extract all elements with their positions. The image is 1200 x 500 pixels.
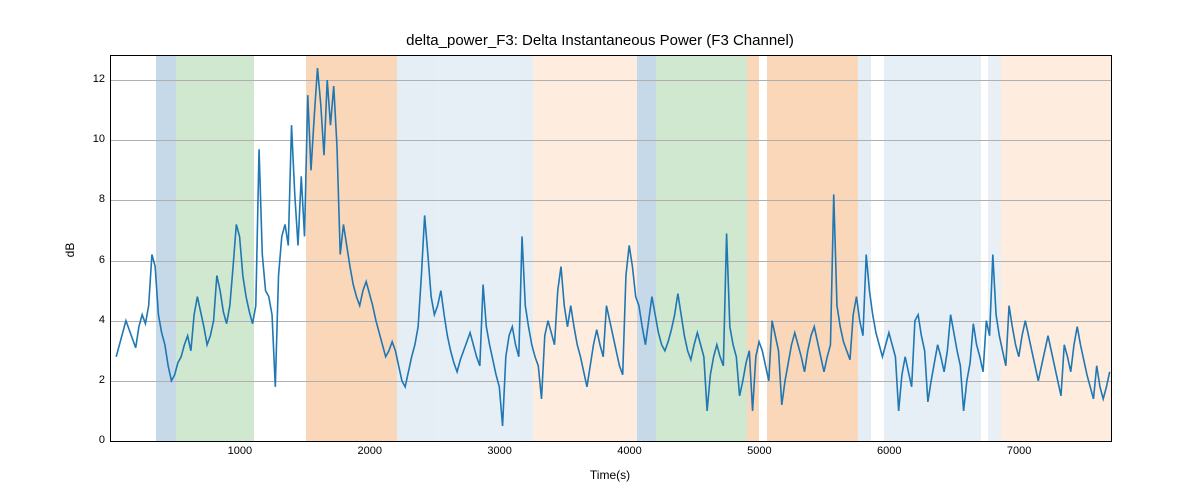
chart-plot-area: [110, 55, 1112, 442]
x-tick-label: 4000: [617, 445, 641, 457]
x-tick-label: 2000: [357, 445, 381, 457]
y-tick-label: 8: [99, 193, 105, 205]
y-tick-label: 0: [99, 434, 105, 446]
y-axis-label: dB: [63, 243, 77, 258]
x-tick-label: 5000: [747, 445, 771, 457]
power-line: [116, 68, 1110, 426]
y-tick-label: 2: [99, 374, 105, 386]
y-tick-label: 4: [99, 314, 105, 326]
x-tick-label: 6000: [877, 445, 901, 457]
x-tick-label: 7000: [1007, 445, 1031, 457]
y-tick-label: 10: [93, 133, 105, 145]
data-line: [111, 56, 1111, 441]
chart-title: delta_power_F3: Delta Instantaneous Powe…: [0, 32, 1200, 49]
x-axis-label: Time(s): [110, 468, 1110, 482]
gridline: [111, 441, 1111, 442]
x-tick-label: 1000: [228, 445, 252, 457]
x-tick-label: 3000: [487, 445, 511, 457]
y-tick-label: 12: [93, 73, 105, 85]
y-tick-label: 6: [99, 254, 105, 266]
